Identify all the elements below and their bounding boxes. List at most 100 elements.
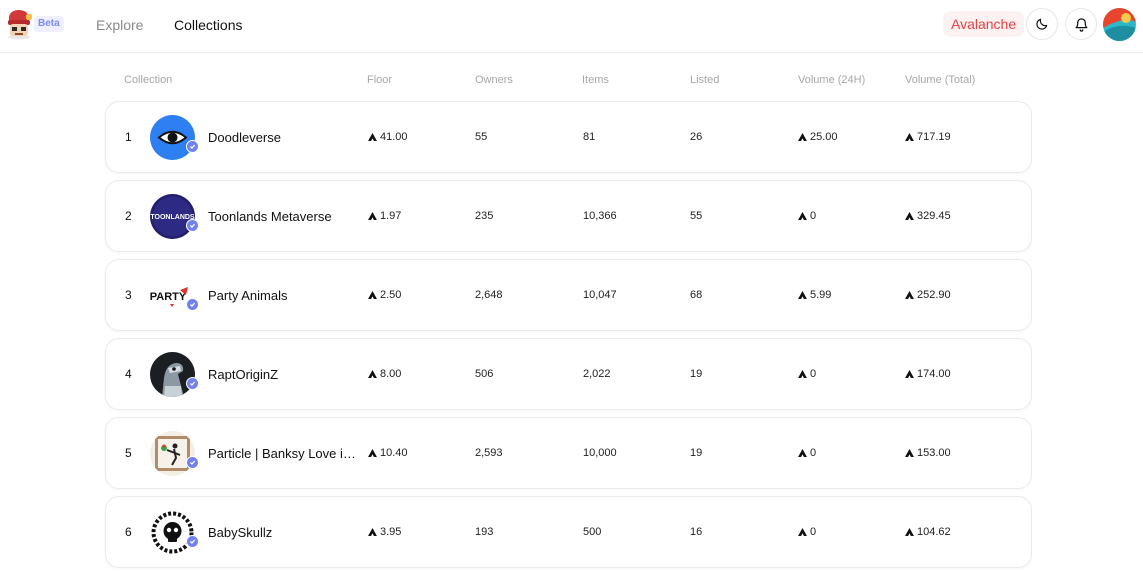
volume-24h-value: 0 bbox=[798, 447, 816, 459]
avax-icon bbox=[905, 448, 914, 457]
user-avatar[interactable] bbox=[1103, 8, 1136, 41]
floor-value: 2.50 bbox=[368, 289, 401, 301]
collection-thumbnail bbox=[150, 431, 195, 476]
listed-value: 16 bbox=[690, 526, 703, 538]
avax-icon bbox=[905, 132, 914, 141]
avax-icon bbox=[798, 290, 807, 299]
volume-24h-value: 25.00 bbox=[798, 131, 838, 143]
avax-icon bbox=[368, 132, 377, 141]
volume-total-value: 329.45 bbox=[905, 210, 951, 222]
avax-icon bbox=[368, 448, 377, 457]
volume-total-text: 329.45 bbox=[917, 210, 951, 222]
collection-row[interactable]: 3 PARTY Party Animals 2.50 2,648 10,047 … bbox=[105, 259, 1032, 331]
collection-name[interactable]: Doodleverse bbox=[208, 130, 281, 145]
volume-total-text: 174.00 bbox=[917, 368, 951, 380]
floor-value: 10.40 bbox=[368, 447, 408, 459]
banksy-image bbox=[150, 431, 195, 476]
rank: 4 bbox=[125, 367, 132, 381]
theme-toggle-button[interactable] bbox=[1026, 8, 1058, 40]
floor-text: 1.97 bbox=[380, 210, 402, 222]
owners-value: 2,648 bbox=[475, 289, 503, 301]
rank: 5 bbox=[125, 446, 132, 460]
network-selector[interactable]: Avalanche bbox=[943, 11, 1025, 37]
nav-explore[interactable]: Explore bbox=[96, 17, 144, 33]
items-value: 10,047 bbox=[583, 289, 617, 301]
volume-total-value: 174.00 bbox=[905, 368, 951, 380]
items-value: 2,022 bbox=[583, 368, 611, 380]
listed-value: 19 bbox=[690, 368, 703, 380]
avax-icon bbox=[798, 211, 807, 220]
volume-24h-value: 0 bbox=[798, 368, 816, 380]
avax-icon bbox=[798, 448, 807, 457]
listed-value: 19 bbox=[690, 447, 703, 459]
volume-24h-value: 5.99 bbox=[798, 289, 831, 301]
floor-value: 3.95 bbox=[368, 526, 401, 538]
collection-thumbnail bbox=[150, 352, 195, 397]
collection-row[interactable]: 6 BabySkullz 3.95 193 500 16 0 104.62 bbox=[105, 496, 1032, 568]
volume-total-text: 717.19 bbox=[917, 131, 951, 143]
volume-24h-value: 0 bbox=[798, 526, 816, 538]
verified-icon bbox=[186, 377, 199, 390]
owners-value: 235 bbox=[475, 210, 494, 222]
notifications-button[interactable] bbox=[1065, 8, 1097, 40]
volume-24h-text: 0 bbox=[810, 526, 817, 538]
volume-24h-text: 0 bbox=[810, 368, 817, 380]
column-owners[interactable]: Owners bbox=[475, 74, 513, 86]
collection-row[interactable]: 1 Doodleverse 41.00 55 81 26 25.00 717.1… bbox=[105, 101, 1032, 173]
column-collection[interactable]: Collection bbox=[124, 74, 173, 86]
verified-icon bbox=[186, 535, 199, 548]
items-value: 10,000 bbox=[583, 447, 617, 459]
listed-value: 55 bbox=[690, 210, 703, 222]
column-floor[interactable]: Floor bbox=[367, 74, 393, 86]
volume-total-value: 717.19 bbox=[905, 131, 951, 143]
rank: 2 bbox=[125, 209, 132, 223]
moon-icon bbox=[1036, 18, 1048, 30]
collection-name[interactable]: BabySkullz bbox=[208, 525, 273, 540]
volume-total-text: 153.00 bbox=[917, 447, 951, 459]
floor-text: 10.40 bbox=[380, 447, 408, 459]
listed-value: 68 bbox=[690, 289, 703, 301]
collection-row[interactable]: 4 RaptOriginZ 8.00 506 2,022 19 0 174.00 bbox=[105, 338, 1032, 410]
collection-name[interactable]: RaptOriginZ bbox=[208, 367, 279, 382]
avax-icon bbox=[368, 211, 377, 220]
nav-collections[interactable]: Collections bbox=[174, 17, 243, 33]
collection-name[interactable]: Toonlands Metaverse bbox=[208, 209, 332, 224]
column-listed[interactable]: Listed bbox=[690, 74, 720, 86]
collection-name[interactable]: Party Animals bbox=[208, 288, 288, 303]
volume-total-value: 104.62 bbox=[905, 526, 951, 538]
toonlands-logo: TOONLANDS bbox=[150, 214, 195, 221]
verified-icon bbox=[186, 219, 199, 232]
column-volume-24h[interactable]: Volume (24H) bbox=[798, 74, 866, 86]
collection-row[interactable]: 2 TOONLANDS Toonlands Metaverse 1.97 235… bbox=[105, 180, 1032, 252]
avax-icon bbox=[368, 369, 377, 378]
items-value: 81 bbox=[583, 131, 596, 143]
column-volume-total[interactable]: Volume (Total) bbox=[905, 74, 976, 86]
floor-value: 1.97 bbox=[368, 210, 401, 222]
collection-row[interactable]: 5 Particle | Banksy Love is in the Air 1… bbox=[105, 417, 1032, 489]
table-header: Collection Floor Owners Items Listed Vol… bbox=[0, 74, 1143, 88]
verified-icon bbox=[186, 298, 199, 311]
avax-icon bbox=[798, 132, 807, 141]
floor-value: 41.00 bbox=[368, 131, 408, 143]
items-value: 10,366 bbox=[583, 210, 617, 222]
volume-total-value: 153.00 bbox=[905, 447, 951, 459]
volume-24h-text: 0 bbox=[810, 210, 817, 222]
owners-value: 55 bbox=[475, 131, 488, 143]
floor-text: 8.00 bbox=[380, 368, 402, 380]
volume-total-value: 252.90 bbox=[905, 289, 951, 301]
items-value: 500 bbox=[583, 526, 602, 538]
volume-24h-value: 0 bbox=[798, 210, 816, 222]
collection-thumbnail: PARTY bbox=[150, 273, 195, 318]
avax-icon bbox=[905, 290, 914, 299]
column-items[interactable]: Items bbox=[582, 74, 609, 86]
verified-icon bbox=[186, 140, 199, 153]
party-logo: PARTY bbox=[150, 291, 187, 303]
avax-icon bbox=[905, 211, 914, 220]
collection-name[interactable]: Particle | Banksy Love is in the Air bbox=[208, 446, 356, 461]
app-logo-icon[interactable] bbox=[4, 8, 34, 40]
avax-icon bbox=[905, 369, 914, 378]
floor-value: 8.00 bbox=[368, 368, 401, 380]
top-nav-bar: Beta Explore Collections Avalanche bbox=[0, 0, 1143, 53]
volume-24h-text: 5.99 bbox=[810, 289, 832, 301]
floor-text: 2.50 bbox=[380, 289, 402, 301]
